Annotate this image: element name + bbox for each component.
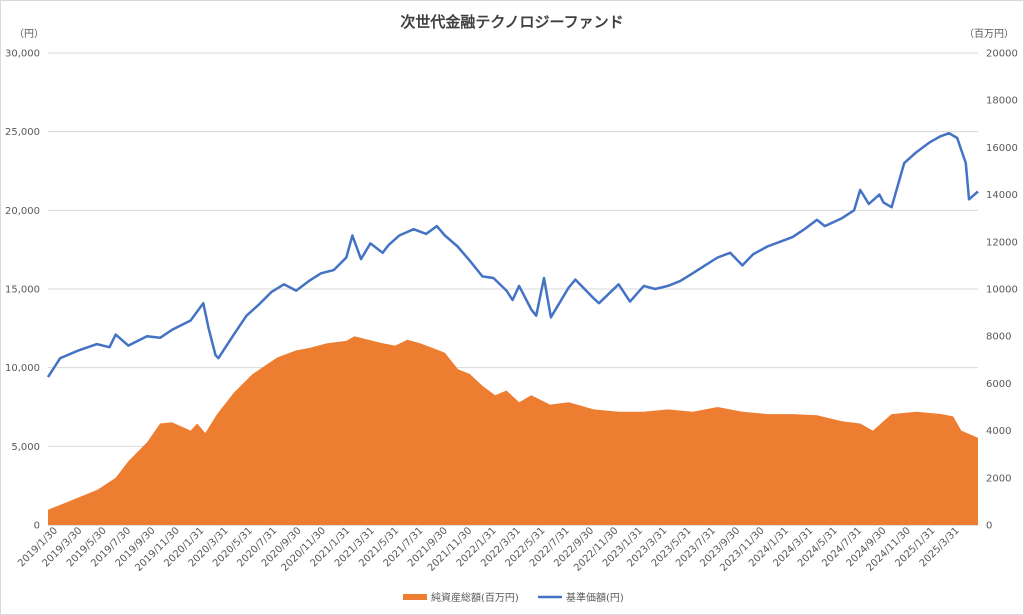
left-tick-label: 0 <box>34 521 40 532</box>
x-axis: 2019/1/302019/3/302019/5/302019/7/302019… <box>16 525 962 574</box>
right-axis: 0 2000 4000 6000 8000 10000 12000 14000 16000 180… <box>986 49 1018 532</box>
left-tick-label: 5,000 <box>11 442 40 453</box>
left-tick-label: 30,000 <box>5 49 40 60</box>
right-tick-label: 20000 <box>986 49 1018 60</box>
right-tick-label: 0 <box>986 521 992 532</box>
line-layer <box>46 131 979 378</box>
left-tick-label: 10,000 <box>5 363 40 374</box>
right-tick-label: 2000 <box>986 473 1011 484</box>
right-tick-label: 6000 <box>986 379 1011 390</box>
area-layer <box>48 336 978 525</box>
legend-swatch-net-assets <box>403 594 427 600</box>
right-tick-label: 18000 <box>986 96 1018 107</box>
left-tick-label: 25,000 <box>5 127 40 138</box>
left-tick-label: 20,000 <box>5 206 40 217</box>
right-axis-unit: （百万円） <box>964 28 1014 40</box>
left-axis: 0 5,000 10,000 15,000 20,000 25,000 30,000 <box>5 49 40 532</box>
legend-label-nav: 基準価額(円) <box>566 591 624 604</box>
chart-title: 次世代金融テクノロジーファンド <box>400 13 623 31</box>
left-axis-unit: （円） <box>14 28 44 40</box>
right-tick-label: 4000 <box>986 426 1011 437</box>
legend-label-net-assets: 純資産総額(百万円) <box>431 591 519 604</box>
right-tick-label: 10000 <box>986 285 1018 296</box>
right-tick-label: 16000 <box>986 143 1018 154</box>
right-tick-label: 12000 <box>986 237 1018 248</box>
right-tick-label: 8000 <box>986 332 1011 343</box>
left-tick-label: 15,000 <box>5 285 40 296</box>
right-tick-label: 14000 <box>986 190 1018 201</box>
nav-line <box>46 131 979 378</box>
legend: 純資産総額(百万円) 基準価額(円) <box>403 591 624 604</box>
net-assets-area <box>48 336 978 525</box>
